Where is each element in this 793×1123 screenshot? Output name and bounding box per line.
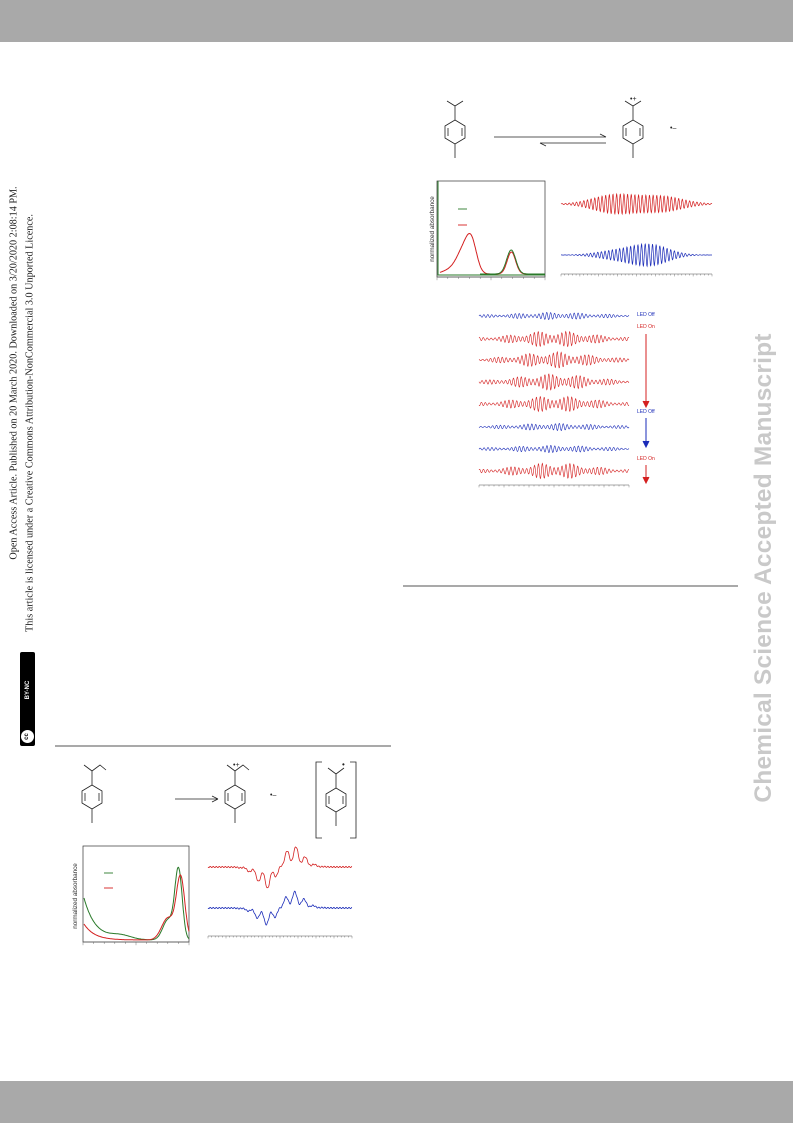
led-trace-blue	[478, 422, 630, 432]
forward-arrow	[494, 133, 607, 138]
uv-green-trace-bottom	[83, 866, 190, 941]
epr-red-trace-bottom	[207, 846, 353, 889]
epr-axis-top	[560, 273, 713, 277]
cation-charge-label: •+	[630, 96, 637, 103]
led-trace-red	[478, 373, 630, 391]
uv-plot-bottom	[82, 845, 190, 946]
led-trace-red	[478, 462, 630, 480]
header-band	[0, 0, 793, 42]
radical-dot-label: •	[342, 760, 345, 769]
uv-y-label-top: normalized absorbance	[429, 196, 436, 262]
epr-axis-bottom	[207, 935, 353, 939]
cation-charge-label-bottom: •+	[233, 762, 240, 769]
led-labels: LED Off LED On LED Off LED On	[637, 312, 655, 462]
epr-blue-trace-top	[561, 242, 712, 268]
led-label-off-1: LED Off	[637, 312, 655, 318]
molecule-radical-bracket	[315, 761, 357, 839]
bottom-arrow	[175, 795, 219, 803]
anion-charge-label-bottom: •–	[270, 792, 276, 799]
led-trace-stack	[478, 311, 630, 480]
led-label-on-2: LED On	[637, 456, 655, 462]
uv-green-peaks-top	[480, 249, 545, 275]
uv-green-trace-top	[437, 181, 545, 276]
footer-band	[0, 1081, 793, 1123]
led-arrows	[642, 334, 650, 485]
led-label-on-1: LED On	[637, 324, 655, 330]
molecule-neutral-top	[444, 100, 466, 158]
scheme-top	[444, 100, 644, 158]
left-column-rule	[55, 745, 391, 747]
led-arrow-blue-head	[642, 440, 650, 449]
uv-plot-top	[436, 180, 546, 281]
uv-red-trace-top	[439, 232, 545, 275]
led-trace-red	[478, 330, 630, 348]
led-label-off-2: LED Off	[637, 409, 655, 415]
anion-charge-label: •–	[670, 125, 676, 132]
molecule-cation-bottom	[224, 764, 250, 823]
right-column-rule	[403, 585, 738, 587]
led-arrow-red-2-head	[642, 476, 650, 485]
uv-y-label-bottom: normalized absorbance	[72, 863, 79, 929]
led-trace-red	[478, 395, 630, 413]
epr-red-trace-top	[560, 192, 713, 216]
cc-license-badge[interactable]: BY-NC cc	[20, 652, 35, 746]
molecule-neutral-bottom	[81, 764, 107, 823]
molecule-cation-top	[622, 100, 644, 158]
reverse-arrow	[539, 142, 606, 147]
uv-red-trace-bottom	[83, 874, 190, 941]
uv-ticks-top	[436, 276, 546, 281]
led-arrow-red-1-head	[642, 400, 650, 409]
uv-ticks-bottom	[82, 941, 190, 946]
epr-blue-trace-bottom	[207, 890, 353, 926]
led-trace-blue	[478, 311, 630, 321]
led-axis	[478, 484, 630, 488]
led-trace-red	[478, 350, 630, 369]
led-trace-blue	[478, 445, 630, 454]
scheme-bottom	[81, 761, 357, 839]
